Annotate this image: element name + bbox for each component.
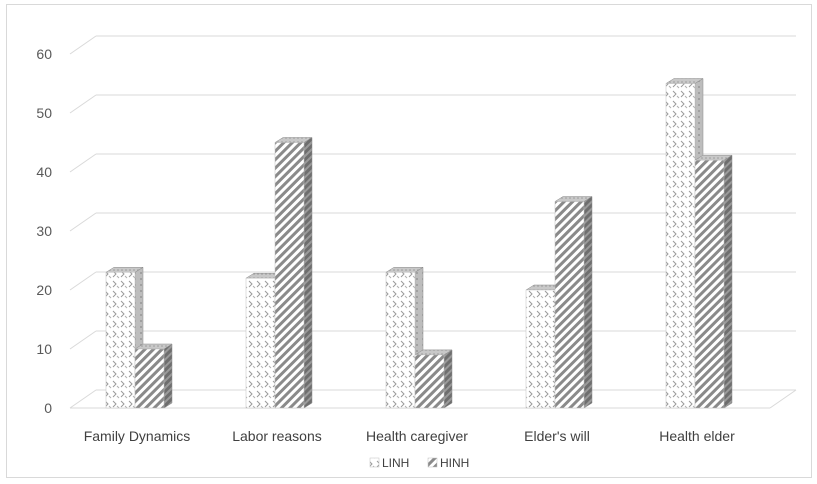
y-tick-label: 0 bbox=[44, 400, 52, 416]
bar-hinh bbox=[414, 349, 453, 409]
x-axis: Family Dynamics Labor reasons Health careg… bbox=[84, 428, 735, 444]
y-tick-label: 40 bbox=[36, 164, 52, 180]
y-tick-label: 10 bbox=[36, 341, 52, 357]
x-category-label: Health elder bbox=[659, 428, 735, 444]
legend-label: HINH bbox=[440, 456, 469, 470]
bars bbox=[105, 78, 733, 409]
legend-item-hinh: HINH bbox=[427, 456, 469, 470]
y-axis: 0 10 20 30 40 50 60 bbox=[36, 46, 52, 416]
x-category-label: Family Dynamics bbox=[84, 428, 191, 444]
legend-swatch bbox=[427, 457, 438, 468]
legend-label: LINH bbox=[382, 456, 409, 470]
legend: LINH HINH bbox=[369, 456, 469, 470]
x-category-label: Labor reasons bbox=[232, 428, 322, 444]
bar-hinh bbox=[694, 154, 733, 409]
legend-item-linh: LINH bbox=[369, 456, 409, 470]
y-tick-label: 20 bbox=[36, 282, 52, 298]
x-category-label: Elder's will bbox=[524, 428, 590, 444]
floor-edge-right bbox=[769, 389, 797, 409]
y-tick-label: 50 bbox=[36, 105, 52, 121]
y-tick-label: 60 bbox=[36, 46, 52, 62]
legend-swatch bbox=[369, 457, 380, 468]
bar-hinh bbox=[554, 196, 593, 409]
bar-hinh bbox=[274, 137, 313, 409]
gridline bbox=[69, 35, 796, 55]
y-tick-label: 30 bbox=[36, 223, 52, 239]
bar-hinh bbox=[134, 343, 173, 409]
x-category-label: Health caregiver bbox=[366, 428, 468, 444]
